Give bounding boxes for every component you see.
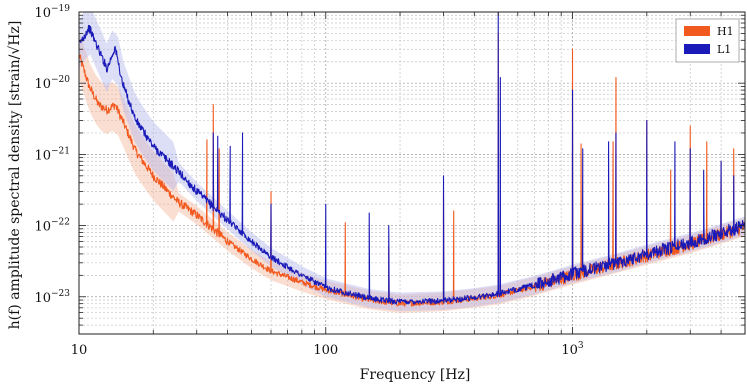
y-tick-label: 10−21	[34, 146, 70, 163]
y-axis-title: h(f) amplitude spectral density [strain/…	[7, 21, 23, 330]
y-tick-label: 10−20	[34, 75, 70, 92]
legend-label-h1: H1	[717, 25, 734, 38]
x-axis-title: Frequency [Hz]	[360, 367, 471, 383]
axis-ticks	[78, 12, 746, 334]
legend-label-l1: L1	[717, 43, 731, 56]
x-tick-label: 10	[71, 343, 88, 358]
y-tick-label: 10−22	[34, 218, 70, 235]
legend-swatch-l1	[684, 44, 710, 54]
x-tick-label: 103	[561, 341, 584, 358]
y-tick-labels: 10−19 10−20 10−21 10−22 10−23	[34, 4, 70, 306]
plot-frame	[78, 11, 746, 335]
legend-swatch-h1	[684, 26, 710, 36]
x-tick-labels: 10 100 103	[71, 341, 584, 358]
series-lines	[79, 12, 745, 307]
y-tick-label: 10−19	[34, 4, 70, 21]
y-tick-label: 10−23	[34, 289, 70, 306]
plot-background	[79, 12, 745, 334]
x-tick-label: 100	[313, 343, 338, 358]
series-line-l1	[79, 12, 745, 305]
